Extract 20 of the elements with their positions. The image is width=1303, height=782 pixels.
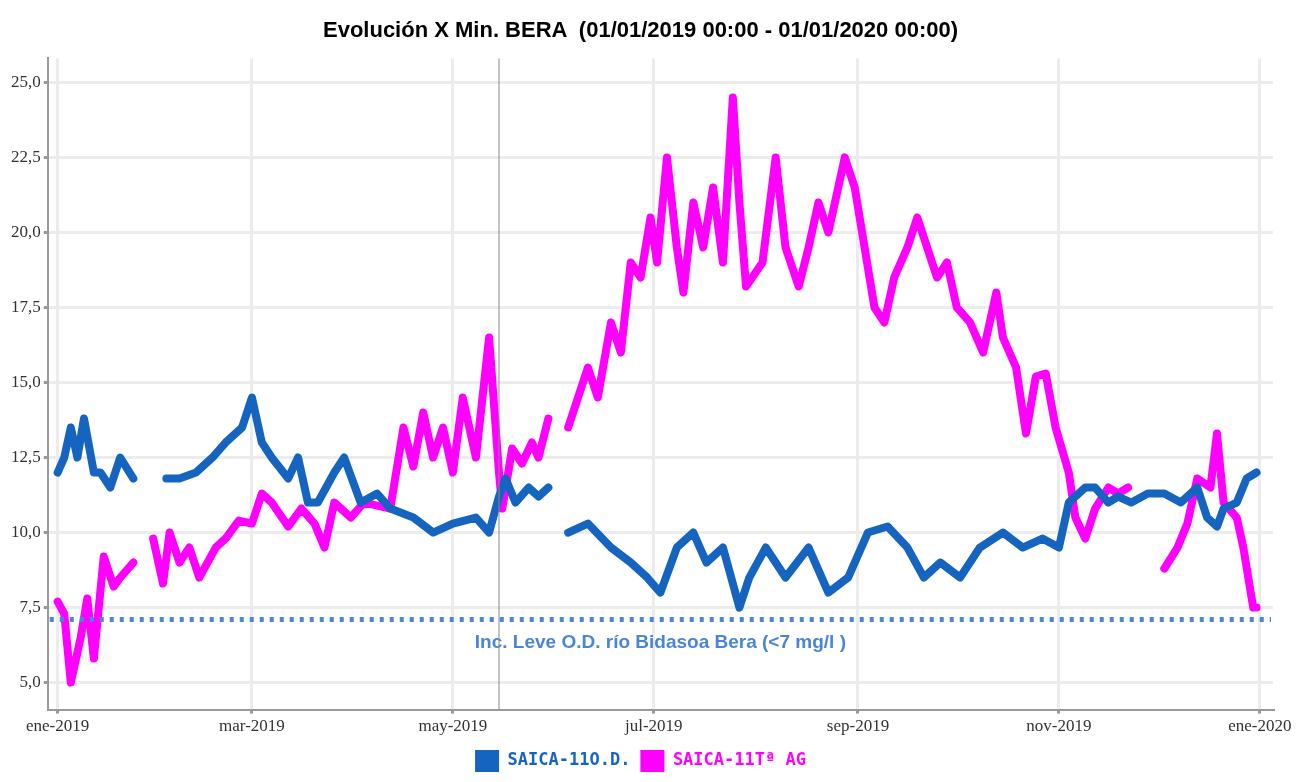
legend-label: SAICA-11O.D. <box>507 749 631 770</box>
y-tick-label: 5,0 <box>19 672 41 692</box>
y-tick-label: 15,0 <box>11 371 41 391</box>
legend-label: SAICA-11Tª AG <box>672 749 806 770</box>
x-tick-label: sep-2019 <box>826 716 890 736</box>
y-tick-label: 12,5 <box>11 446 41 466</box>
y-tick-label: 22,5 <box>11 146 41 166</box>
y-tick-label: 25,0 <box>11 71 41 91</box>
y-tick-label: 20,0 <box>11 221 41 241</box>
y-tick-label: 10,0 <box>11 522 41 542</box>
y-tick-label: 17,5 <box>11 296 41 316</box>
ref-line-label: Inc. Leve O.D. río Bidasoa Bera (<7 mg/l ) <box>474 631 846 653</box>
x-tick-label: ene-2019 <box>26 716 90 736</box>
y-tick-label: 7,5 <box>19 597 41 617</box>
chart-title: Evolución X Min. BERA (01/01/2019 00:00 - 01/01/2020 00:00) <box>322 17 959 43</box>
x-tick-label: ene-2020 <box>1228 716 1292 736</box>
x-tick-label: mar-2019 <box>219 716 285 736</box>
x-tick-label: may-2019 <box>418 716 488 736</box>
x-tick-label: nov-2019 <box>1026 716 1092 736</box>
x-tick-label: jul-2019 <box>623 716 683 736</box>
